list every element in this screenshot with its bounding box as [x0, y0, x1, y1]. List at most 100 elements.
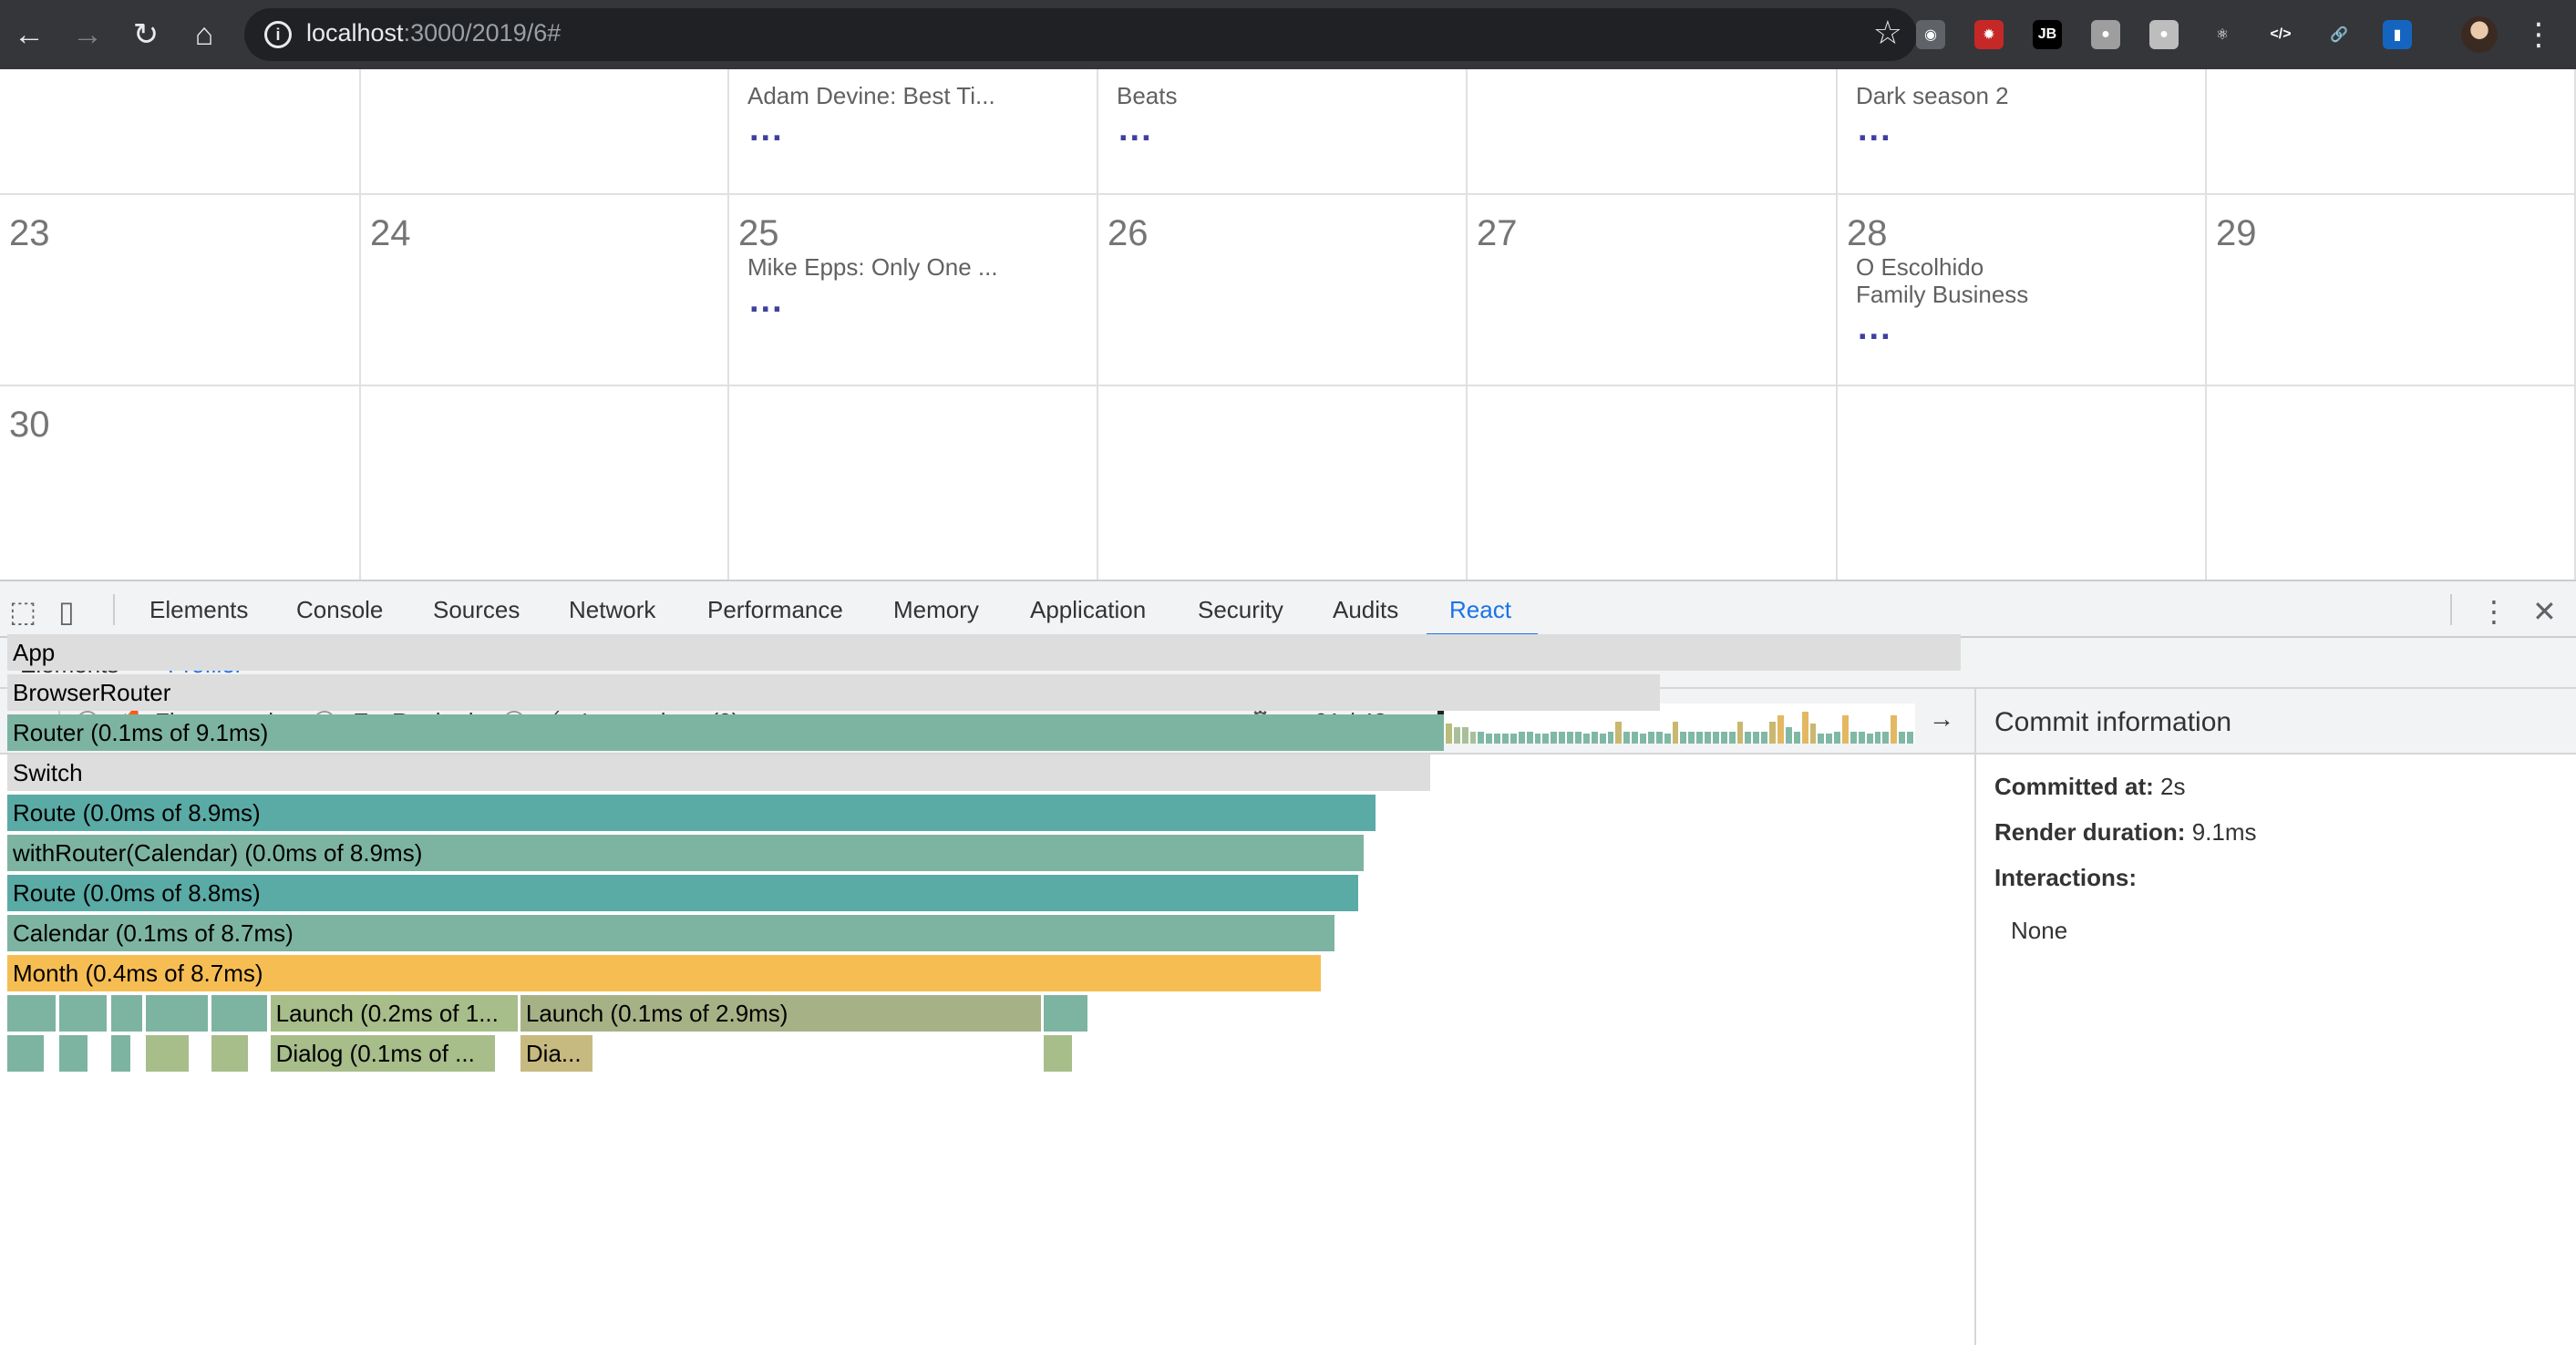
flamegraph-node[interactable] [58, 1035, 88, 1072]
flamegraph-node[interactable]: Dia... [520, 1035, 593, 1072]
commit-bar[interactable] [1891, 715, 1898, 744]
tab-memory[interactable]: Memory [893, 596, 979, 623]
commit-bar[interactable] [1640, 734, 1646, 744]
camera-extension-icon[interactable]: ◉ [1916, 20, 1945, 49]
close-icon[interactable]: ✕ [2532, 595, 2557, 628]
commit-bar[interactable] [1582, 734, 1590, 744]
commit-bar[interactable] [1574, 732, 1582, 744]
flamegraph-node[interactable]: Switch [7, 755, 1431, 791]
commit-bar[interactable] [1453, 727, 1460, 744]
search-extension-icon[interactable]: ● [2149, 20, 2179, 49]
flamegraph-node[interactable] [1044, 1035, 1073, 1072]
commit-bar[interactable] [1736, 722, 1744, 744]
tab-react[interactable]: React [1449, 596, 1511, 623]
flamegraph-node[interactable] [145, 1035, 190, 1072]
calendar-day-cell[interactable] [2207, 69, 2576, 195]
commit-bar[interactable] [1518, 732, 1525, 744]
calendar-day-cell[interactable]: 30 [0, 386, 361, 581]
commit-bar[interactable] [1712, 732, 1719, 744]
reload-icon[interactable]: ↻ [132, 17, 160, 52]
flamegraph-node[interactable] [145, 995, 209, 1032]
commit-bar[interactable] [1478, 732, 1485, 744]
commit-bar[interactable] [1696, 732, 1704, 744]
show-more-events[interactable]: ... [1858, 110, 1892, 149]
flamegraph-node[interactable]: Launch (0.2ms of 1... [270, 995, 518, 1032]
calendar-event[interactable]: Adam Devine: Best Ti... [747, 82, 995, 109]
devtools-menu-icon[interactable]: ⋮ [2479, 595, 2509, 628]
calendar-day-cell[interactable] [361, 386, 729, 581]
commit-bar[interactable] [1688, 732, 1695, 744]
tab-audits[interactable]: Audits [1333, 596, 1399, 623]
commit-bar[interactable] [1761, 732, 1768, 744]
flamegraph-node[interactable]: Dialog (0.1ms of ... [270, 1035, 496, 1072]
commit-bar[interactable] [1494, 734, 1501, 744]
commit-bar[interactable] [1599, 734, 1606, 744]
commit-bar[interactable] [1907, 732, 1913, 744]
flamegraph-node[interactable] [1044, 995, 1087, 1032]
commit-bar[interactable] [1655, 732, 1663, 744]
commit-bar[interactable] [1834, 732, 1841, 744]
calendar-event[interactable]: Mike Epps: Only One ... [747, 253, 998, 281]
flamegraph-node[interactable]: BrowserRouter [7, 674, 1660, 711]
commit-bar[interactable] [1745, 732, 1752, 744]
commit-bar[interactable] [1445, 724, 1452, 744]
commit-bar[interactable] [1842, 715, 1849, 744]
calendar-day-cell[interactable] [361, 69, 729, 195]
show-more-events[interactable]: ... [749, 110, 784, 149]
commit-bar[interactable] [1809, 724, 1817, 744]
tab-security[interactable]: Security [1198, 596, 1283, 623]
commit-bar[interactable] [1777, 715, 1784, 744]
code-extension-icon[interactable]: </> [2266, 20, 2295, 49]
calendar-day-cell[interactable]: Adam Devine: Best Ti...... [729, 69, 1098, 195]
octopus-extension-icon[interactable]: ✹ [1974, 20, 2004, 49]
link-extension-icon[interactable]: 🔗 [2324, 20, 2354, 49]
flamegraph-node[interactable]: Launch (0.1ms of 2.9ms) [520, 995, 1041, 1032]
flamegraph-node[interactable] [211, 995, 267, 1032]
calendar-event[interactable]: Family Business [1856, 281, 2029, 308]
calendar-day-cell[interactable] [1468, 69, 1838, 195]
home-icon[interactable]: ⌂ [194, 16, 214, 52]
flamegraph-node[interactable]: Route (0.0ms of 8.9ms) [7, 795, 1376, 831]
calendar-day-cell[interactable]: 27 [1468, 195, 1838, 386]
calendar-day-cell[interactable]: 23 [0, 195, 361, 386]
commit-bar[interactable] [1858, 732, 1865, 744]
calendar-day-cell[interactable] [2207, 386, 2576, 581]
calendar-day-cell[interactable]: 28 O Escolhido Family Business... [1838, 195, 2207, 386]
tab-application[interactable]: Application [1030, 596, 1147, 623]
commit-bar[interactable] [1632, 732, 1639, 744]
circle-extension-icon[interactable]: ● [2091, 20, 2120, 49]
commit-bar[interactable] [1591, 732, 1598, 744]
react-extension-icon[interactable]: ⚛ [2208, 20, 2237, 49]
flamegraph-node[interactable]: App [7, 634, 1961, 671]
commit-bar[interactable] [1826, 734, 1833, 744]
commit-bar[interactable] [1899, 732, 1906, 744]
tab-elements[interactable]: Elements [149, 596, 249, 623]
commit-bar[interactable] [1705, 732, 1711, 744]
inspect-element-icon[interactable]: ⬚ [9, 595, 37, 628]
commit-bar[interactable] [1551, 732, 1558, 744]
more-vert-icon[interactable]: ⋮ [2523, 17, 2554, 52]
calendar-day-cell[interactable]: Beats... [1098, 69, 1468, 195]
tab-performance[interactable]: Performance [707, 596, 843, 623]
jetbrains-extension-icon[interactable]: JB [2033, 20, 2062, 49]
forward-arrow-icon[interactable]: → [72, 16, 103, 52]
commit-bar[interactable] [1486, 734, 1493, 744]
calendar-day-cell[interactable] [1838, 386, 2207, 581]
commit-bar[interactable] [1801, 712, 1808, 744]
calendar-day-cell[interactable] [1098, 386, 1468, 581]
commit-bar[interactable] [1720, 732, 1727, 744]
commit-bar[interactable] [1526, 732, 1533, 744]
commit-bar[interactable] [1623, 732, 1631, 744]
commit-bar[interactable] [1567, 732, 1573, 744]
show-more-events[interactable]: ... [1858, 309, 1892, 347]
info-icon[interactable]: i [264, 21, 292, 48]
flamegraph-node[interactable]: Route (0.0ms of 8.8ms) [7, 875, 1359, 911]
flamegraph-node[interactable] [211, 1035, 248, 1072]
flamegraph-node[interactable]: Router (0.1ms of 9.1ms) [7, 714, 1444, 751]
calendar-day-cell[interactable] [729, 386, 1098, 581]
calendar-day-cell[interactable]: 25 Mike Epps: Only One ...... [729, 195, 1098, 386]
show-more-events[interactable]: ... [1118, 110, 1153, 149]
calendar-day-cell[interactable]: 29 [2207, 195, 2576, 386]
commit-bar[interactable] [1607, 732, 1614, 744]
calendar-event[interactable]: O Escolhido [1856, 253, 1984, 281]
